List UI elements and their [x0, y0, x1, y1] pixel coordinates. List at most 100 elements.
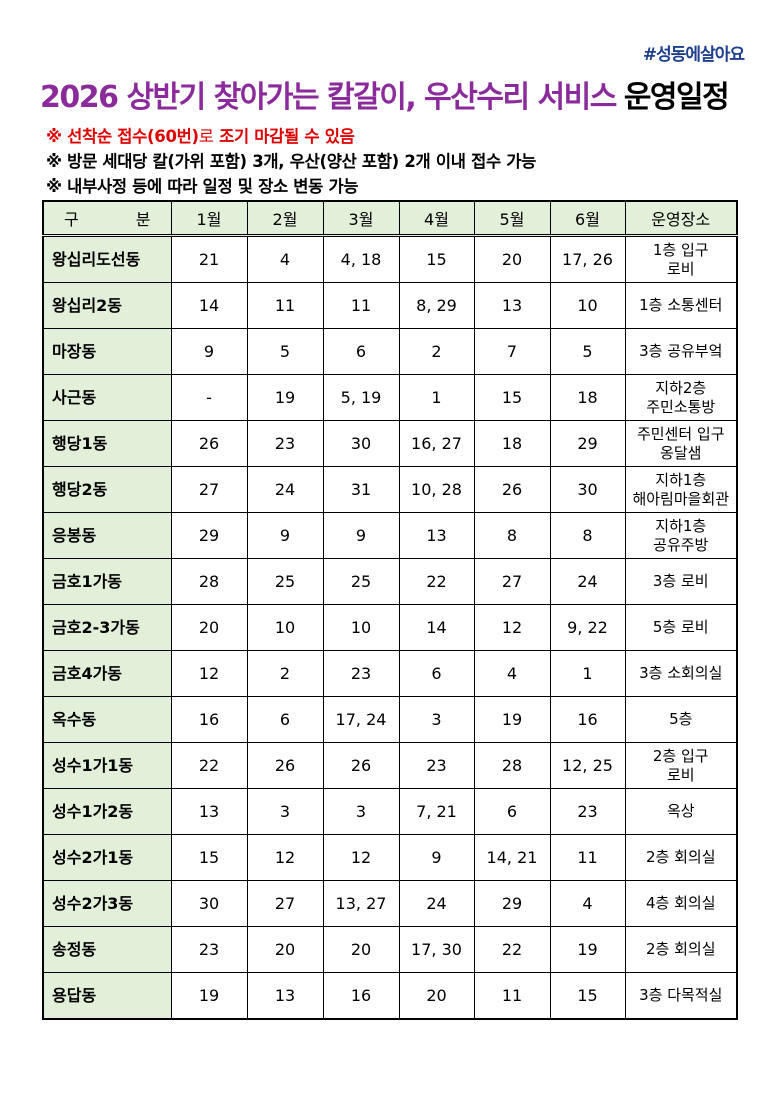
date-cell: 20: [170, 604, 248, 651]
date-cell: 18: [473, 420, 551, 467]
location-cell: 1층 입구 로비: [624, 235, 738, 283]
date-cell: 23: [246, 420, 324, 467]
date-cell: 31: [322, 466, 400, 513]
date-cell: 26: [473, 466, 551, 513]
date-cell: 11: [322, 282, 400, 329]
date-cell: 22: [170, 742, 248, 789]
dong-name: 용답동: [42, 972, 172, 1020]
date-cell: 4: [549, 880, 626, 927]
header-month-1: 1월: [170, 200, 248, 237]
date-cell: 9: [170, 328, 248, 375]
date-cell: 14: [398, 604, 475, 651]
date-cell: 27: [473, 558, 551, 605]
date-cell: 19: [170, 972, 248, 1020]
date-cell: 14, 21: [473, 834, 551, 881]
date-cell: 6: [398, 650, 475, 697]
location-cell: 5층 로비: [624, 604, 738, 651]
header-month-4: 4월: [398, 200, 475, 237]
note-1: ※ 선착순 접수(60번)로 조기 마감될 수 있음: [46, 124, 536, 149]
date-cell: 24: [398, 880, 475, 927]
date-cell: -: [170, 374, 248, 421]
date-cell: 9, 22: [549, 604, 626, 651]
date-cell: 6: [246, 696, 324, 743]
date-cell: 25: [246, 558, 324, 605]
date-cell: 20: [398, 972, 475, 1020]
table-header-row: 구 분 1월 2월 3월 4월 5월 6월 운영장소: [42, 200, 738, 237]
table-row: 용답동 19 13 16 20 11 15 3층 다목적실: [42, 972, 738, 1020]
note-1-part-b: 로: [198, 127, 214, 146]
dong-name: 금호2-3가동: [42, 604, 172, 651]
table-row: 금호1가동 28 25 25 22 27 24 3층 로비: [42, 558, 738, 605]
date-cell: 8, 29: [398, 282, 475, 329]
header-month-3: 3월: [322, 200, 400, 237]
date-cell: 22: [398, 558, 475, 605]
header-month-6: 6월: [549, 200, 626, 237]
title-suffix: 운영일정: [623, 80, 730, 115]
date-cell: 9: [322, 512, 400, 559]
date-cell: 19: [473, 696, 551, 743]
date-cell: 11: [246, 282, 324, 329]
date-cell: 13, 27: [322, 880, 400, 927]
date-cell: 10: [549, 282, 626, 329]
dong-name: 성수1가2동: [42, 788, 172, 835]
table-row: 금호4가동 12 2 23 6 4 1 3층 소회의실: [42, 650, 738, 697]
dong-name: 행당2동: [42, 466, 172, 513]
dong-name: 성수2가1동: [42, 834, 172, 881]
date-cell: 23: [322, 650, 400, 697]
location-cell: 옥상: [624, 788, 738, 835]
dong-name: 금호4가동: [42, 650, 172, 697]
date-cell: 27: [246, 880, 324, 927]
table-row: 응봉동 29 9 9 13 8 8 지하1층 공유주방: [42, 512, 738, 559]
header-location: 운영장소: [624, 200, 738, 237]
date-cell: 17, 30: [398, 926, 475, 973]
date-cell: 29: [170, 512, 248, 559]
table-row: 사근동 -19 5, 19 1 15 18 지하2층 주민소통방: [42, 374, 738, 421]
table-row: 송정동 23 20 20 17, 30 22 19 2층 회의실: [42, 926, 738, 973]
header-month-5: 5월: [473, 200, 551, 237]
date-cell: 23: [398, 742, 475, 789]
date-cell: 15: [549, 972, 626, 1020]
note-1-part-a: ※ 선착순 접수(60번): [46, 127, 199, 146]
dong-name: 사근동: [42, 374, 172, 421]
dong-name: 왕십리2동: [42, 282, 172, 329]
date-cell: 30: [170, 880, 248, 927]
dong-name: 응봉동: [42, 512, 172, 559]
date-cell: 26: [170, 420, 248, 467]
table-row: 마장동 9 5 6 2 7 5 3층 공유부엌: [42, 328, 738, 375]
date-cell: 6: [473, 788, 551, 835]
date-cell: 30: [549, 466, 626, 513]
date-cell: 15: [473, 374, 551, 421]
date-cell: 7, 21: [398, 788, 475, 835]
location-cell: 3층 로비: [624, 558, 738, 605]
page-title: 2026 상반기 찾아가는 칼갈이, 우산수리 서비스 운영일정: [40, 72, 730, 116]
date-cell: 17, 24: [322, 696, 400, 743]
date-cell: 12: [322, 834, 400, 881]
dong-name: 행당1동: [42, 420, 172, 467]
date-cell: 3: [246, 788, 324, 835]
table-row: 행당2동 27 24 31 10, 28 26 30 지하1층 해아림마을회관: [42, 466, 738, 513]
date-cell: 8: [549, 512, 626, 559]
date-cell: 16: [322, 972, 400, 1020]
location-cell: 주민센터 입구 옹달샘: [624, 420, 738, 467]
date-cell: 8: [473, 512, 551, 559]
dong-name: 성수1가1동: [42, 742, 172, 789]
date-cell: 1: [398, 374, 475, 421]
date-cell: 12: [473, 604, 551, 651]
dong-name: 옥수동: [42, 696, 172, 743]
dong-name: 마장동: [42, 328, 172, 375]
date-cell: 9: [398, 834, 475, 881]
date-cell: 24: [549, 558, 626, 605]
date-cell: 5: [549, 328, 626, 375]
date-cell: 28: [473, 742, 551, 789]
date-cell: 23: [549, 788, 626, 835]
date-cell: 17, 26: [549, 235, 626, 283]
location-cell: 1층 소통센터: [624, 282, 738, 329]
date-cell: 16: [170, 696, 248, 743]
table-row: 행당1동 26 23 30 16, 27 18 29 주민센터 입구 옹달샘: [42, 420, 738, 467]
dong-name: 성수2가3동: [42, 880, 172, 927]
note-1-part-c: 조기 마감될 수 있음: [213, 127, 355, 146]
date-cell: 19: [246, 374, 324, 421]
location-cell: 지하1층 해아림마을회관: [624, 466, 738, 513]
date-cell: 12: [170, 650, 248, 697]
schedule-table: 구 분 1월 2월 3월 4월 5월 6월 운영장소 왕십리도선동 21 4 4, 18 15 20 17…: [42, 200, 738, 1020]
